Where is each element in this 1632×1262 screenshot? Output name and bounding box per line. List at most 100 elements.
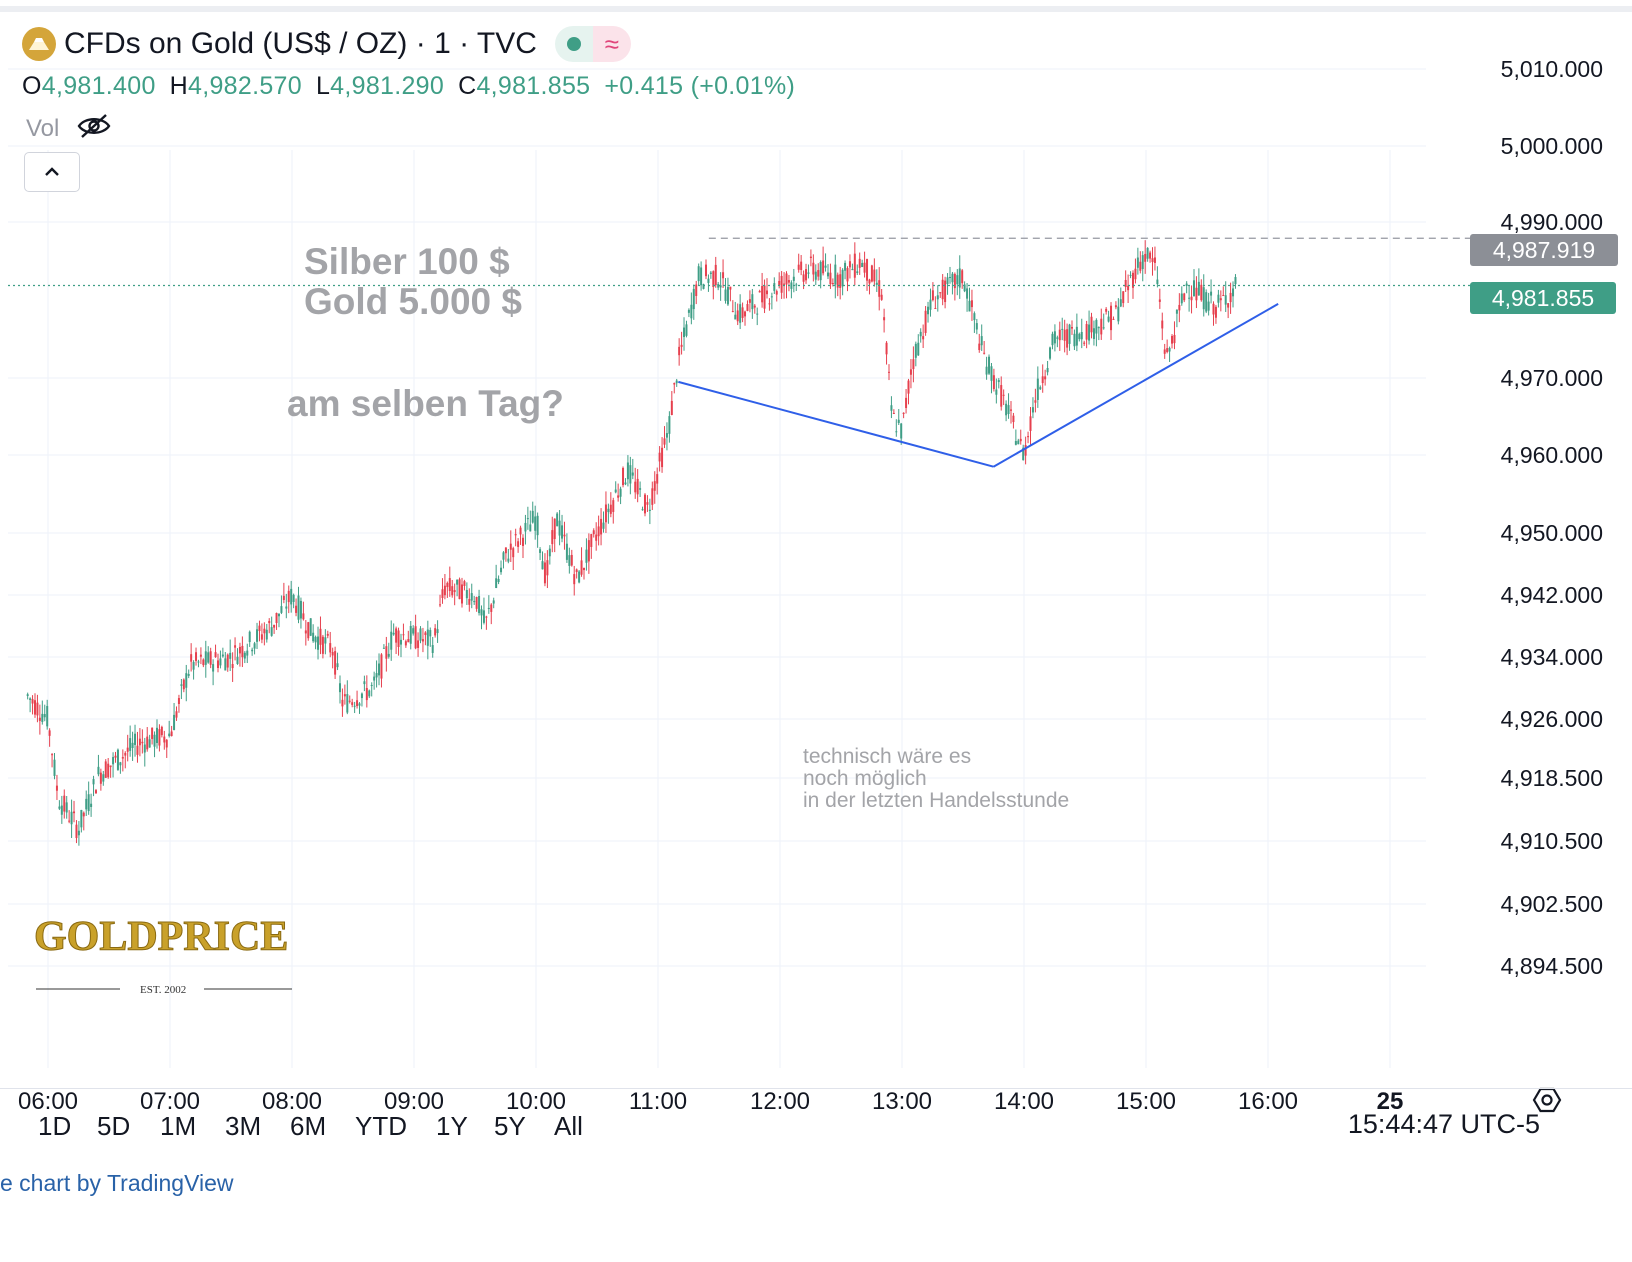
candle-body bbox=[592, 530, 595, 535]
y-tick-label: 4,934.000 bbox=[1501, 644, 1603, 670]
candle-body bbox=[304, 630, 307, 634]
trendlines[interactable] bbox=[678, 303, 1279, 468]
candle-body bbox=[1185, 283, 1188, 286]
tf-1y-button[interactable]: 1Y bbox=[436, 1111, 468, 1141]
candle-body bbox=[722, 272, 725, 279]
candle-body bbox=[814, 271, 817, 280]
candle-body bbox=[712, 271, 715, 288]
collapse-legend-button[interactable] bbox=[24, 152, 80, 192]
time-axis[interactable]: 06:00 07:00 08:00 09:00 10:00 11:00 12:00 13:00… bbox=[18, 1088, 1403, 1115]
candle-body bbox=[678, 346, 681, 356]
candle-body bbox=[173, 714, 176, 730]
candle-body bbox=[1173, 334, 1176, 344]
candle-body bbox=[1063, 329, 1066, 341]
candle-body bbox=[1234, 277, 1237, 285]
tf-5y-button[interactable]: 5Y bbox=[494, 1111, 526, 1141]
eye-hidden-icon[interactable] bbox=[77, 113, 111, 144]
watermark-sub: EST. 2002 bbox=[140, 984, 186, 996]
change-value: +0.415 (+0.01%) bbox=[604, 72, 796, 100]
candle-body bbox=[53, 759, 56, 776]
tf-1m-button[interactable]: 1M bbox=[160, 1111, 197, 1141]
candle-body bbox=[482, 610, 485, 623]
candle-body bbox=[683, 327, 686, 338]
candle-body bbox=[82, 812, 85, 817]
candle-body bbox=[768, 303, 771, 305]
timeframe-bar: 1D 5D 1M 3M 6M YTD 1Y 5Y All 15:44:47 UT… bbox=[0, 1088, 1632, 1157]
candle-body bbox=[661, 447, 664, 468]
close-label: C bbox=[458, 72, 477, 100]
clock-timezone[interactable]: 15:44:47 UTC-5 bbox=[1347, 1109, 1540, 1139]
tf-ytd-button[interactable]: YTD bbox=[355, 1111, 407, 1141]
candle-body bbox=[356, 700, 359, 707]
tf-3m-button[interactable]: 3M bbox=[225, 1111, 262, 1141]
candle-body bbox=[126, 747, 129, 752]
candle-body bbox=[407, 639, 410, 643]
candle-body bbox=[263, 628, 266, 634]
candle-body bbox=[336, 663, 339, 668]
candle-body bbox=[985, 366, 988, 375]
candle-body bbox=[116, 749, 119, 770]
candle-body bbox=[756, 313, 759, 315]
tf-all-button[interactable]: All bbox=[554, 1111, 583, 1141]
candle-body bbox=[622, 467, 625, 486]
candle-body bbox=[658, 452, 661, 462]
candle-body bbox=[800, 261, 803, 271]
candle-body bbox=[202, 659, 205, 666]
volume-label[interactable]: Vol bbox=[26, 114, 60, 142]
tf-5d-button[interactable]: 5D bbox=[97, 1111, 131, 1141]
symbol-title[interactable]: CFDs on Gold (US$ / OZ) · 1 · TVC bbox=[64, 27, 537, 60]
candle-body bbox=[968, 300, 971, 312]
candle-body bbox=[70, 811, 73, 825]
candle-body bbox=[883, 317, 886, 321]
candle-body bbox=[129, 738, 132, 751]
candle-body bbox=[470, 593, 473, 601]
tf-6m-button[interactable]: 6M bbox=[290, 1111, 327, 1141]
candle-body bbox=[795, 284, 798, 286]
candle-body bbox=[844, 262, 847, 271]
candle-body bbox=[648, 509, 651, 511]
candle-body bbox=[460, 584, 463, 604]
candle-body bbox=[670, 400, 673, 416]
candle-body bbox=[426, 629, 429, 646]
candle-body bbox=[1044, 376, 1047, 380]
settings-icon[interactable] bbox=[1532, 1087, 1562, 1113]
candle-body bbox=[651, 488, 654, 505]
candle-body bbox=[209, 651, 212, 665]
candle-body bbox=[841, 269, 844, 287]
candle-body bbox=[68, 820, 71, 822]
candle-body bbox=[1171, 335, 1174, 344]
candle-body bbox=[1197, 281, 1200, 296]
candle-body bbox=[1046, 367, 1049, 373]
candle-body bbox=[80, 809, 83, 828]
trendline-0[interactable] bbox=[678, 380, 994, 468]
candle-body bbox=[534, 516, 537, 531]
candle-body bbox=[873, 269, 876, 282]
candle-body bbox=[380, 654, 383, 679]
candle-body bbox=[1058, 329, 1061, 341]
candle-body bbox=[763, 285, 766, 309]
tradingview-credit[interactable]: e chart by TradingView bbox=[0, 1170, 234, 1196]
candle-body bbox=[1229, 292, 1232, 303]
candle-body bbox=[321, 636, 324, 654]
candle-body bbox=[1141, 255, 1144, 270]
candle-body bbox=[404, 641, 407, 646]
candle-body bbox=[343, 694, 346, 697]
candle-body bbox=[502, 552, 505, 560]
tf-1d-button[interactable]: 1D bbox=[38, 1111, 72, 1141]
candle-body bbox=[324, 637, 327, 644]
dashed-level-label: 4,987.919 bbox=[1493, 237, 1595, 263]
candle-body bbox=[565, 543, 568, 560]
candle-body bbox=[1000, 385, 1003, 407]
trendline-1[interactable] bbox=[993, 303, 1279, 468]
candle-body bbox=[36, 702, 39, 716]
candle-body bbox=[634, 481, 637, 493]
candle-body bbox=[1119, 299, 1122, 307]
candle-body bbox=[526, 518, 529, 520]
watermark-brand: GOLDPRICE bbox=[34, 914, 288, 960]
price-axis[interactable]: 5,010.000 5,000.000 4,990.000 4,970.000 4,96… bbox=[1501, 56, 1603, 979]
market-status-pill[interactable]: ≈ bbox=[554, 26, 631, 62]
candle-body bbox=[1207, 301, 1210, 311]
candle-body bbox=[236, 656, 239, 664]
candle-body bbox=[963, 284, 966, 292]
